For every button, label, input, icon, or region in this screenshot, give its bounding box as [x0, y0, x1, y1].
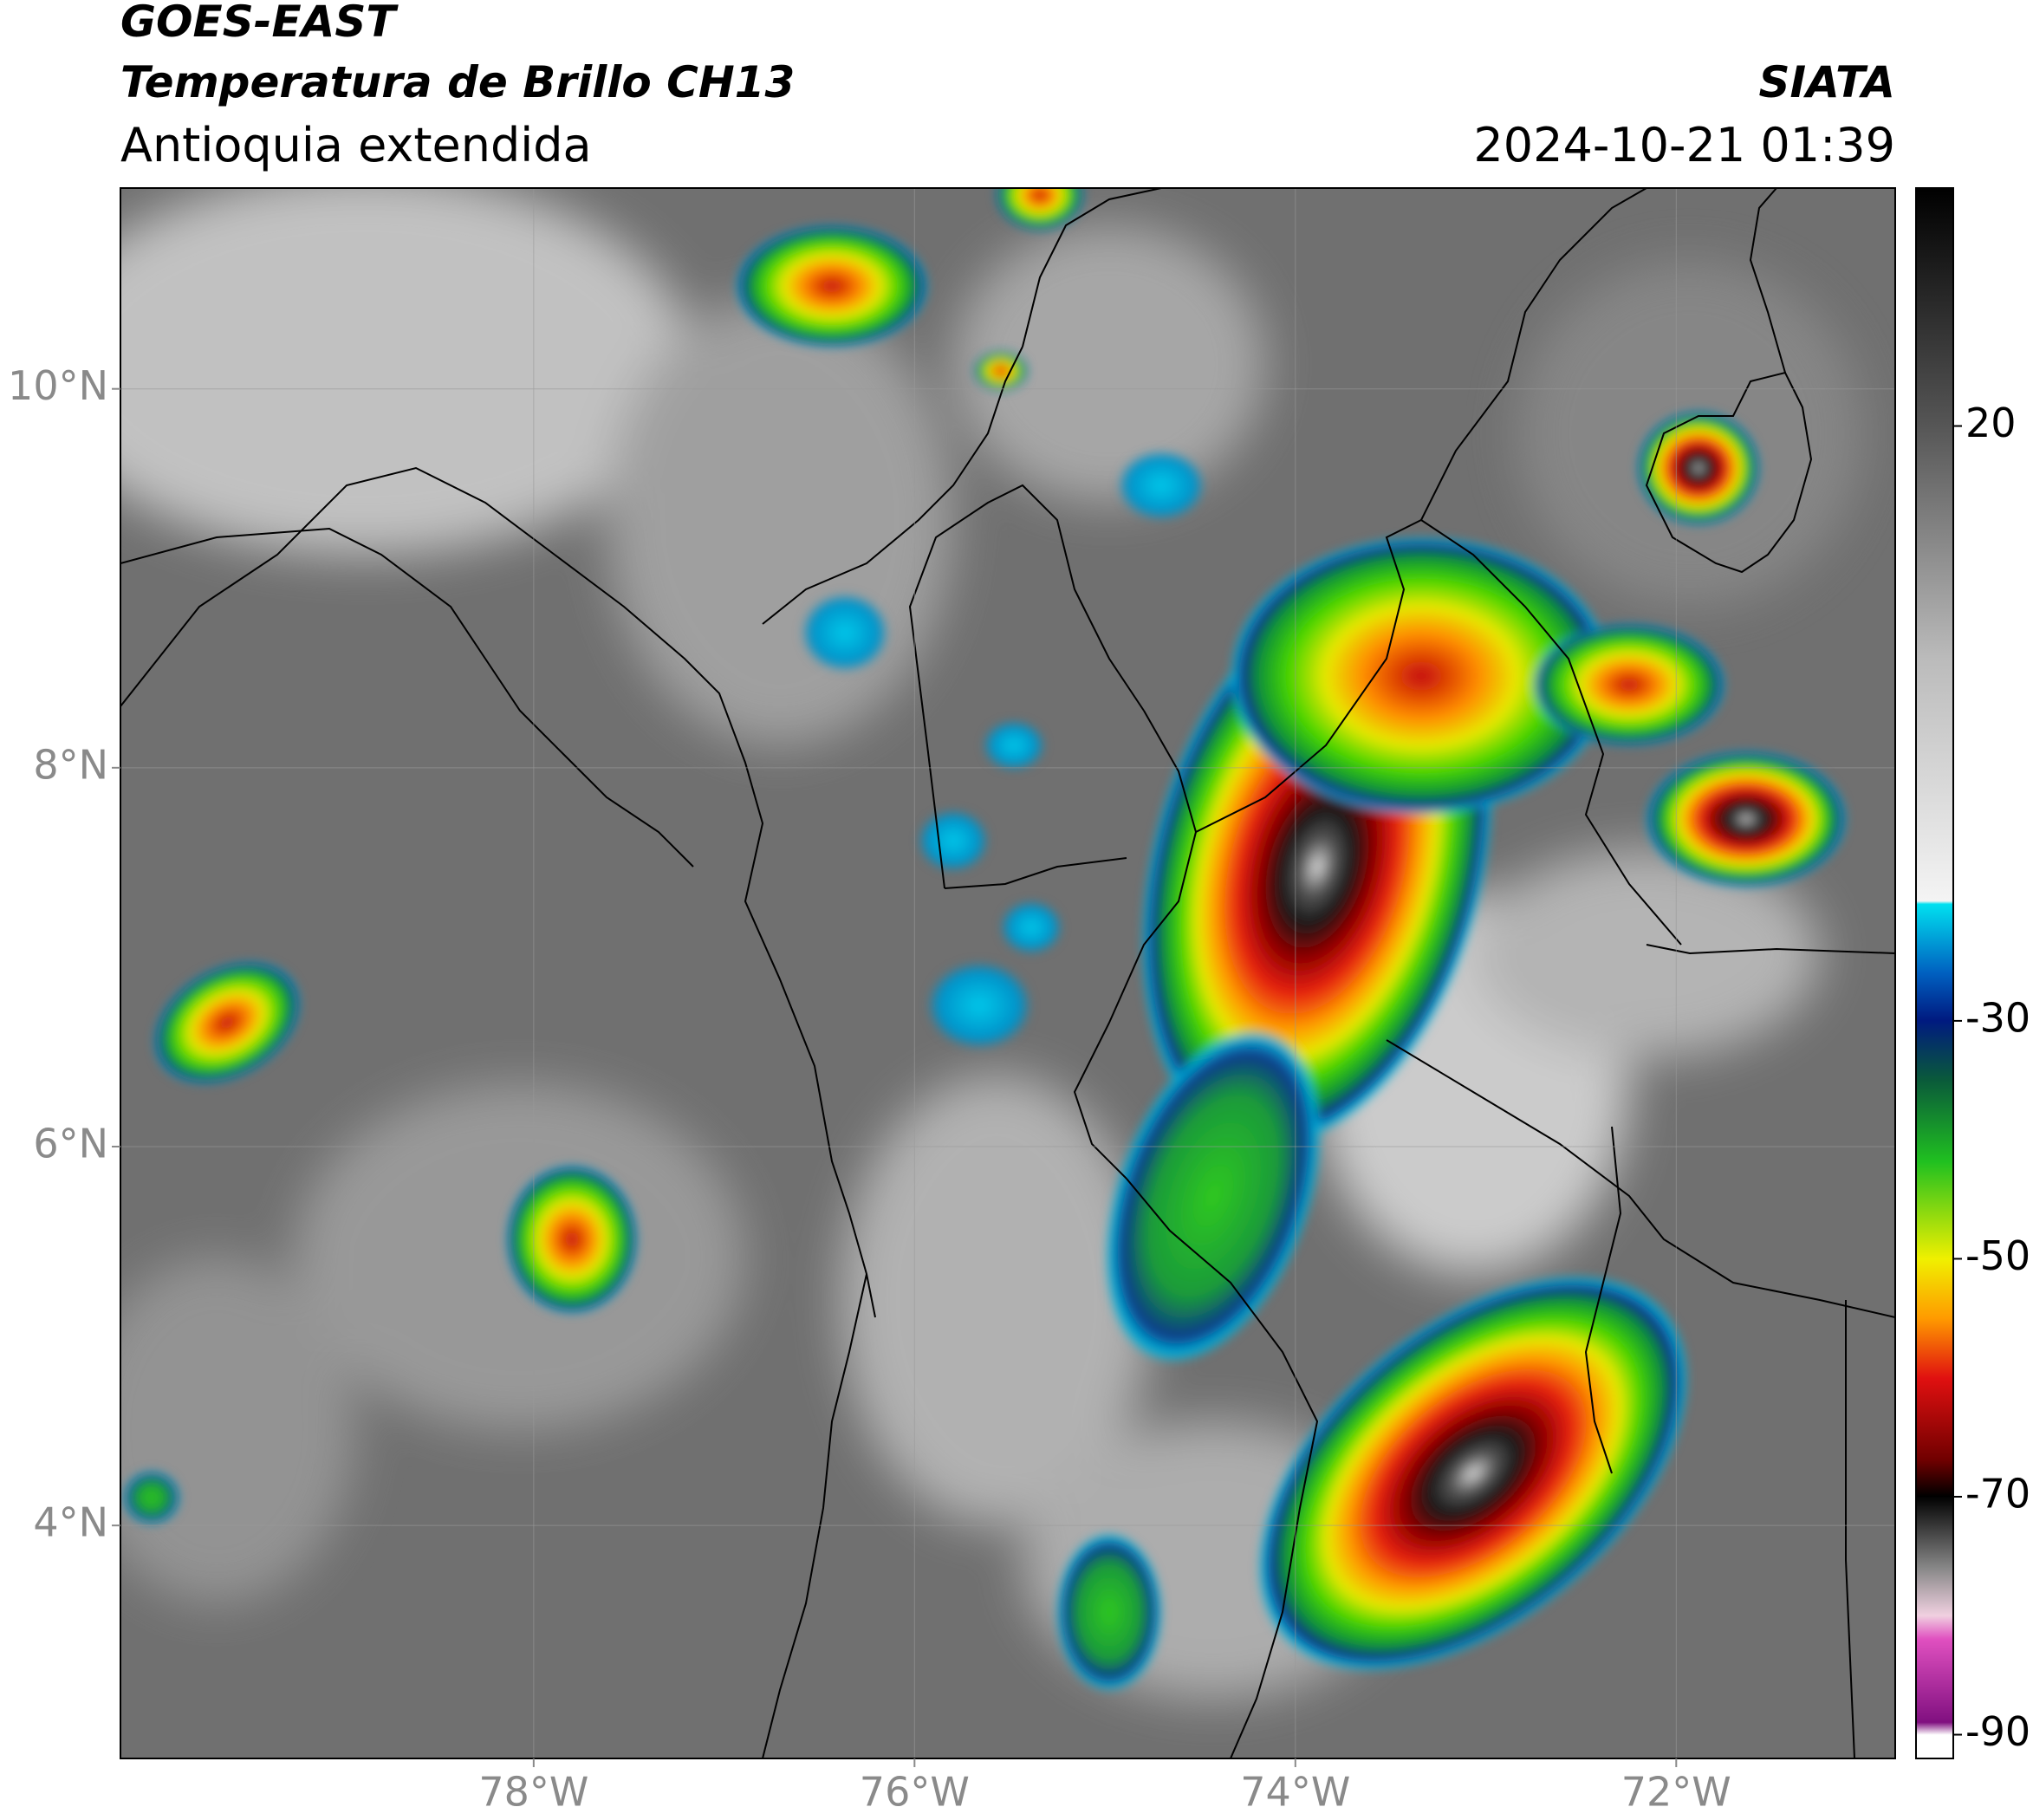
x-tick-label: 74°W [1240, 1769, 1350, 1816]
subtitle: Temperatura de Brillo CH13 [120, 57, 795, 107]
colorbar-tick-label: -50 [1965, 1232, 2030, 1279]
region: Antioquia extendida [120, 118, 592, 172]
colorbar-tick-label: -30 [1965, 994, 2030, 1041]
grid [120, 188, 1895, 1758]
x-tick-label: 78°W [478, 1769, 588, 1816]
map-frame [120, 187, 1896, 1759]
y-tick-label: 6°N [33, 1120, 108, 1167]
colorbar-tick-label: 20 [1965, 400, 2017, 446]
y-tick-label: 10°N [8, 362, 108, 409]
colorbar-tick-label: -90 [1965, 1708, 2030, 1755]
colorbar-tick-label: -70 [1965, 1471, 2030, 1518]
datetime: 2024-10-21 01:39 [1473, 118, 1895, 172]
source: SIATA [1759, 57, 1895, 107]
y-tick-label: 8°N [33, 741, 108, 788]
title: GOES-EAST [120, 0, 399, 47]
x-tick-label: 72°W [1621, 1769, 1731, 1816]
colorbar [1915, 187, 1954, 1759]
x-tick-label: 76°W [860, 1769, 970, 1816]
borders [120, 188, 1895, 1758]
y-tick-label: 4°N [33, 1499, 108, 1546]
satellite-image [120, 188, 1895, 1758]
